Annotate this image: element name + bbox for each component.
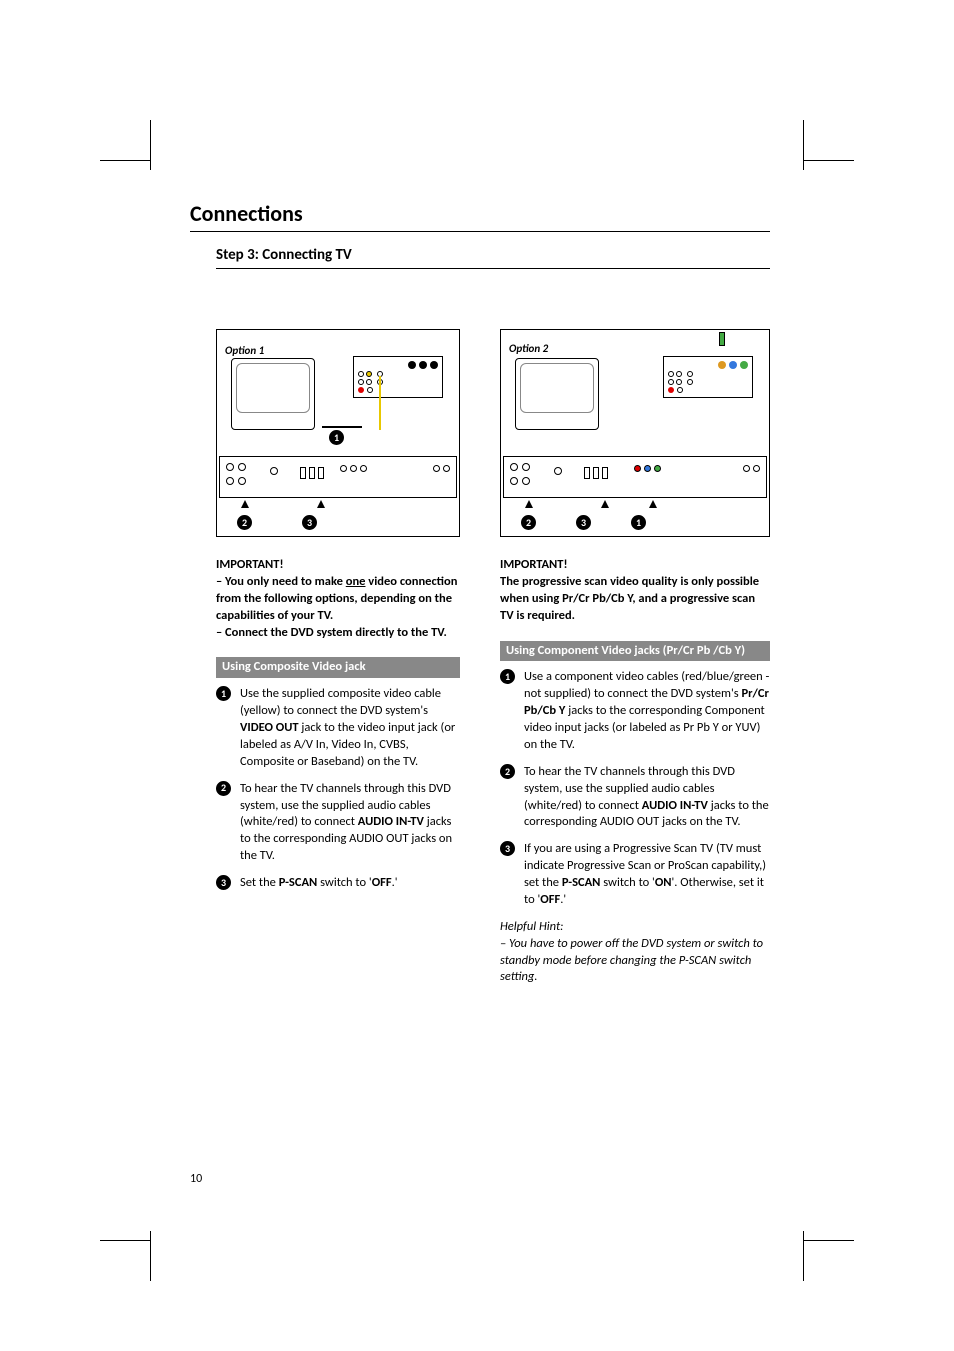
diagram-option-2: Option 2 [500,329,770,537]
diagram-step-2: 2 [237,515,252,530]
right-body: IMPORTANT! The progressive scan video qu… [500,557,770,986]
step-num: 1 [216,686,231,701]
diagram-step-1: 1 [329,430,344,445]
crop-mark [803,120,804,170]
important-body: The progressive scan video quality is on… [500,574,770,625]
step-2: 2 To hear the TV channels through this D… [500,764,770,832]
txt-underline: one [346,574,366,589]
tv-rear-panel [353,356,443,398]
arrow-icon [317,500,325,508]
hint-body: – You have to power off the DVD system o… [500,936,770,987]
device-rear-panel [503,456,767,498]
crop-mark [803,1231,804,1281]
crop-mark [804,1240,854,1241]
tv-icon [515,358,599,430]
crop-mark [150,120,151,170]
tv-icon [231,358,315,430]
crop-mark [100,160,150,161]
arrow-icon [601,500,609,508]
step-text: Set the P-SCAN switch to 'OFF.' [240,875,460,892]
important-title: IMPORTANT! [500,557,770,574]
title-rule [190,231,770,232]
step-title: Step 3: Connecting TV [216,246,770,264]
step-num: 2 [216,781,231,796]
diagram-option-1: Option 1 1 [216,329,460,537]
diagram-step-2: 2 [521,515,536,530]
important-title: IMPORTANT! [216,557,460,574]
step-text: If you are using a Progressive Scan TV (… [524,841,770,909]
crop-mark [150,1231,151,1281]
option-1-label: Option 1 [225,344,264,357]
step-3: 3 Set the P-SCAN switch to 'OFF.' [216,875,460,892]
left-body: IMPORTANT! – You only need to make one v… [216,557,460,892]
important-body: – You only need to make one video connec… [216,574,460,642]
crop-mark [100,1240,150,1241]
step-2: 2 To hear the TV channels through this D… [216,781,460,865]
diagram-step-1: 1 [631,515,646,530]
step-text: Use a component video cables (red/blue/g… [524,669,770,753]
step-3: 3 If you are using a Progressive Scan TV… [500,841,770,909]
right-column: Option 2 [500,329,770,986]
step-text: Use the supplied composite video cable (… [240,686,460,770]
step-1: 1 Use a component video cables (red/blue… [500,669,770,753]
diagram-step-3: 3 [576,515,591,530]
txt: – Connect the DVD system directly to the… [216,625,447,640]
step-num: 3 [216,875,231,890]
cable-segment [322,426,362,428]
crop-mark [804,160,854,161]
left-column: Option 1 1 [190,329,460,986]
diagram-step-row: 2 3 [217,515,459,530]
step-text: To hear the TV channels through this DVD… [240,781,460,865]
step-num: 2 [500,764,515,779]
arrow-icon [649,500,657,508]
diagram-step-3: 3 [302,515,317,530]
hint-title: Helpful Hint: [500,919,770,936]
arrow-icon [241,500,249,508]
txt: – You only need to make [216,574,346,589]
step-text: To hear the TV channels through this DVD… [524,764,770,832]
page-number: 10 [190,1172,202,1186]
sub-heading-component: Using Component Video jacks (Pr/Cr Pb /C… [500,641,770,662]
step-num: 1 [500,669,515,684]
step-1: 1 Use the supplied composite video cable… [216,686,460,770]
diagram-step-row: 2 3 1 [501,515,769,530]
device-rear-panel [219,456,457,498]
step-rule [216,268,770,269]
sub-heading-composite: Using Composite Video jack [216,657,460,678]
cable-yellow [379,376,381,430]
option-2-label: Option 2 [509,342,548,355]
arrow-icon [525,500,533,508]
columns: Option 1 1 [190,329,770,986]
section-title: Connections [190,200,770,227]
page-content: Connections Step 3: Connecting TV Option… [190,200,770,986]
tv-rear-panel [663,356,753,398]
step-num: 3 [500,841,515,856]
